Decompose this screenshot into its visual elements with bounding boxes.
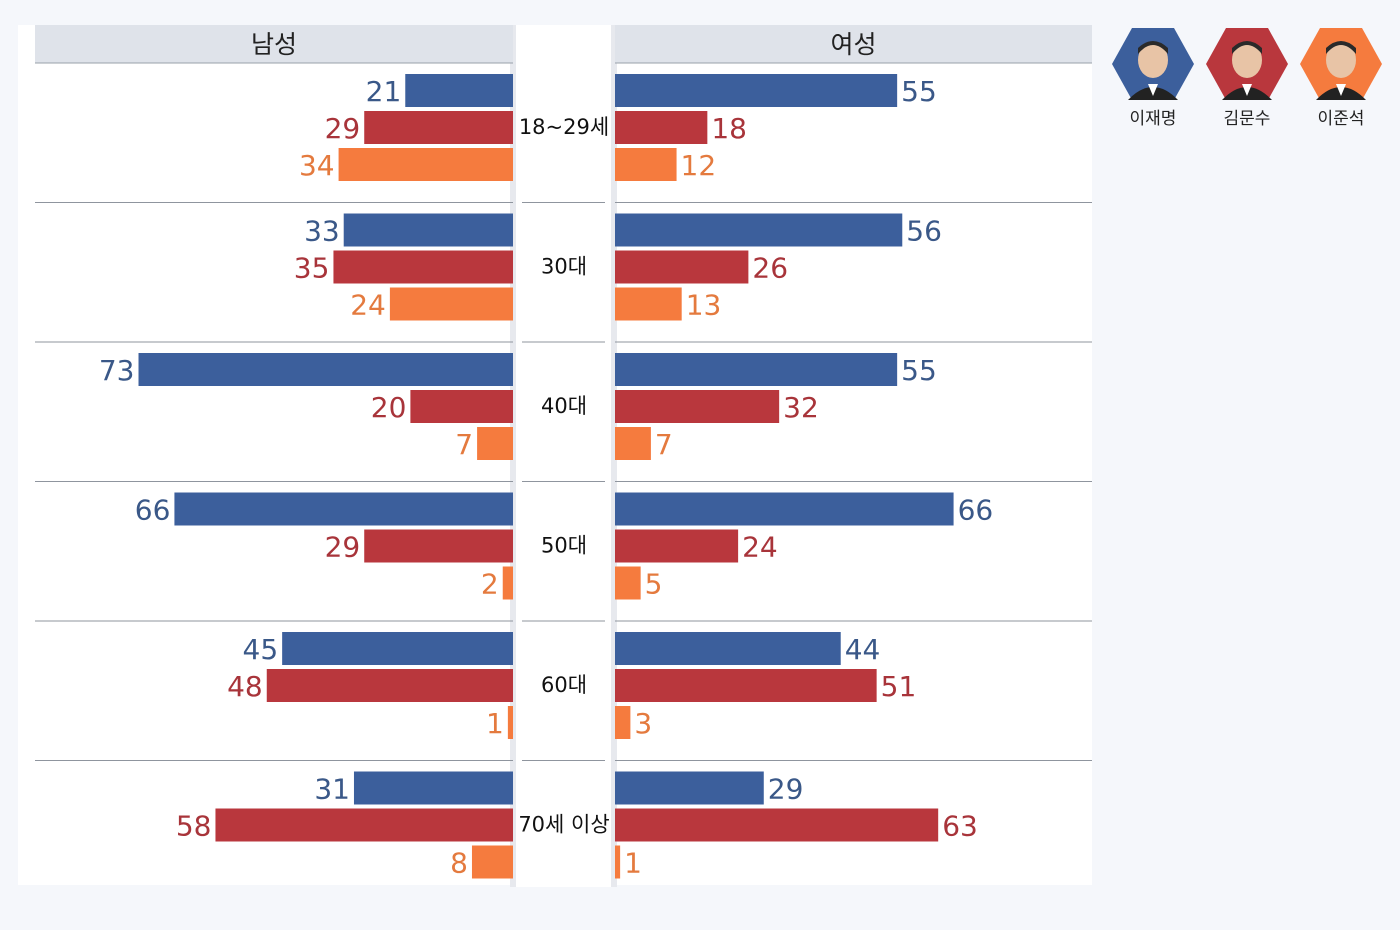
candidate-portrait-icon xyxy=(1300,28,1382,100)
male-bar xyxy=(507,706,513,739)
male-value-label: 73 xyxy=(99,354,135,387)
female-bar xyxy=(615,492,954,526)
female-bar xyxy=(615,529,739,563)
male-value-label: 20 xyxy=(371,391,407,424)
male-value-label: 2 xyxy=(481,568,499,601)
female-bar xyxy=(615,808,939,842)
category-label: 40대 xyxy=(541,394,587,418)
female-bar xyxy=(615,632,841,665)
female-value-label: 13 xyxy=(686,289,722,322)
female-header-bar xyxy=(615,25,1092,63)
category-label: 18~29세 xyxy=(519,115,609,139)
female-value-label: 63 xyxy=(942,810,978,843)
legend: 이재명 김문수 이준석 xyxy=(1110,26,1384,129)
female-value-label: 32 xyxy=(783,391,819,424)
candidate-portrait-icon xyxy=(1112,28,1194,100)
female-bar xyxy=(615,771,764,805)
legend-item-lee-jaemyung: 이재명 xyxy=(1110,26,1196,129)
category-label: 30대 xyxy=(541,255,587,279)
center-column-background xyxy=(514,25,613,887)
male-value-label: 7 xyxy=(455,428,473,461)
female-value-label: 18 xyxy=(711,112,747,145)
male-value-label: 29 xyxy=(325,112,361,145)
male-bar xyxy=(333,250,513,284)
male-value-label: 21 xyxy=(366,75,402,108)
male-bar xyxy=(343,213,513,247)
female-value-label: 56 xyxy=(906,215,942,248)
male-value-label: 8 xyxy=(450,847,468,880)
female-value-label: 3 xyxy=(634,707,652,740)
male-value-label: 35 xyxy=(294,252,330,285)
male-bar xyxy=(174,492,514,526)
candidate-portrait-icon xyxy=(1206,28,1288,100)
male-bar xyxy=(477,427,513,460)
male-value-label: 58 xyxy=(176,810,212,843)
female-value-label: 55 xyxy=(901,75,937,108)
male-value-label: 45 xyxy=(243,633,279,666)
male-header-bar xyxy=(35,25,513,63)
female-bar xyxy=(615,427,651,460)
category-label: 60대 xyxy=(541,673,587,697)
male-bar xyxy=(364,111,513,144)
legend-label: 이재명 xyxy=(1129,109,1177,129)
legend-label: 이준석 xyxy=(1317,109,1365,129)
male-bar xyxy=(410,390,513,423)
female-bar xyxy=(615,148,677,181)
legend-label: 김문수 xyxy=(1223,109,1271,129)
center-column-shadow-right xyxy=(611,25,617,887)
female-bar xyxy=(615,353,898,386)
female-value-label: 1 xyxy=(624,847,642,880)
male-value-label: 1 xyxy=(486,707,504,740)
female-panel-background xyxy=(615,25,1092,885)
female-value-label: 29 xyxy=(768,773,804,806)
female-panel-title: 여성 xyxy=(830,30,876,59)
male-value-label: 24 xyxy=(350,289,386,322)
female-value-label: 44 xyxy=(845,633,881,666)
male-bar xyxy=(405,74,513,107)
female-bar xyxy=(615,669,877,702)
male-bar xyxy=(338,148,513,181)
legend-item-kim-moonsoo: 김문수 xyxy=(1204,26,1290,129)
female-bar xyxy=(615,213,903,247)
male-bar xyxy=(389,287,513,321)
male-value-label: 29 xyxy=(325,531,361,564)
male-bar xyxy=(502,566,513,600)
male-value-label: 66 xyxy=(135,494,171,527)
female-bar xyxy=(615,566,641,600)
male-value-label: 48 xyxy=(227,670,263,703)
male-bar xyxy=(215,808,513,842)
female-bar xyxy=(615,390,780,423)
male-value-label: 31 xyxy=(314,773,350,806)
male-bar xyxy=(266,669,513,702)
female-value-label: 26 xyxy=(752,252,788,285)
legend-item-lee-junseok: 이준석 xyxy=(1298,26,1384,129)
male-bar xyxy=(138,353,513,386)
female-bar xyxy=(615,845,621,879)
female-value-label: 5 xyxy=(645,568,663,601)
female-bar xyxy=(615,250,749,284)
female-value-label: 7 xyxy=(655,428,673,461)
female-bar xyxy=(615,74,898,107)
female-bar xyxy=(615,706,631,739)
female-value-label: 12 xyxy=(681,149,717,182)
female-value-label: 55 xyxy=(901,354,937,387)
male-value-label: 34 xyxy=(299,149,335,182)
male-bar xyxy=(353,771,513,805)
category-label: 70세 이상 xyxy=(518,813,609,837)
male-bar xyxy=(282,632,513,665)
female-value-label: 24 xyxy=(742,531,778,564)
female-bar xyxy=(615,111,708,144)
female-bar xyxy=(615,287,682,321)
male-value-label: 33 xyxy=(304,215,340,248)
category-label: 50대 xyxy=(541,534,587,558)
female-value-label: 66 xyxy=(958,494,994,527)
male-panel-title: 남성 xyxy=(251,30,297,59)
male-bar xyxy=(364,529,513,563)
female-value-label: 51 xyxy=(881,670,917,703)
male-bar xyxy=(471,845,513,879)
